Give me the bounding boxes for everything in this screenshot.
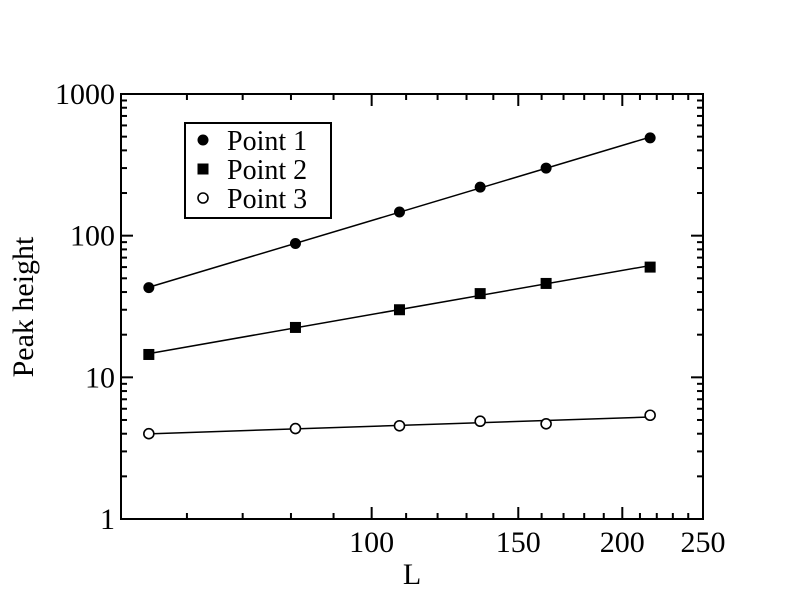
data-point	[393, 304, 405, 316]
data-point	[540, 162, 552, 174]
x-tick-label: 100	[349, 526, 394, 559]
y-axis-label: Peak height	[7, 236, 40, 377]
y-tick-label: 100	[70, 220, 115, 253]
data-point	[474, 288, 486, 300]
data-point	[143, 348, 155, 360]
legend-marker	[197, 163, 209, 175]
data-point	[540, 277, 552, 289]
legend-label: Point 2	[227, 155, 307, 186]
x-tick-label: 250	[681, 526, 726, 559]
x-tick-label: 150	[496, 526, 541, 559]
y-tick-label: 1	[100, 503, 115, 536]
data-point	[289, 321, 301, 333]
plot-frame	[120, 93, 704, 520]
data-point	[143, 427, 155, 440]
data-point	[289, 238, 301, 250]
x-tick-label: 200	[600, 526, 645, 559]
data-point	[474, 415, 486, 428]
data-point	[540, 417, 552, 430]
legend-marker	[197, 192, 209, 204]
data-point	[289, 422, 302, 435]
legend-label: Point 1	[227, 126, 307, 157]
legend-marker	[197, 134, 209, 146]
legend-box	[184, 122, 332, 219]
y-tick-label: 1000	[55, 78, 115, 111]
y-tick-label: 10	[85, 361, 115, 394]
data-points	[143, 132, 656, 440]
axis-ticks: 1 10 100 1000 100 150 200 250	[55, 78, 726, 559]
legend-label: Point 3	[227, 184, 307, 215]
data-point	[393, 206, 405, 218]
data-point	[474, 181, 486, 193]
data-point	[644, 261, 656, 273]
data-point	[143, 282, 155, 294]
x-axis-label: L	[403, 558, 421, 591]
data-point	[644, 409, 656, 422]
data-point	[393, 419, 406, 432]
data-point	[644, 132, 656, 144]
